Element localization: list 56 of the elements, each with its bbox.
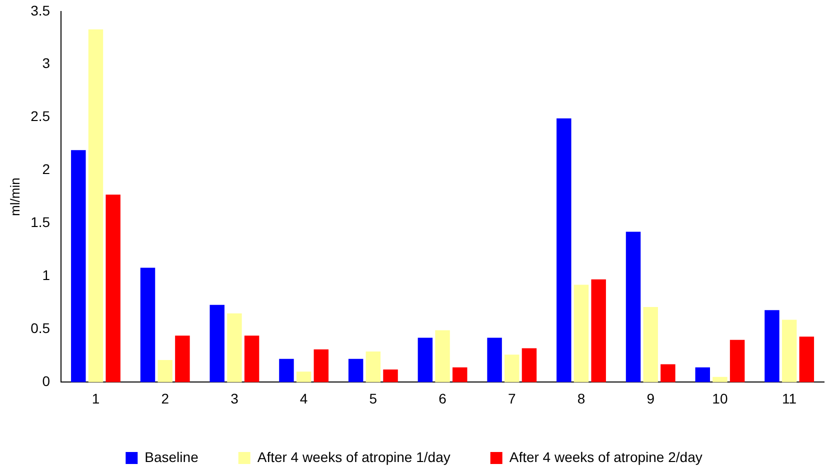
bar (660, 364, 676, 382)
x-tick-label: 2 (161, 390, 170, 406)
y-axis-title: ml/min (7, 178, 22, 216)
y-tick-label: 3 (42, 55, 50, 72)
bar (435, 330, 450, 382)
y-tick-label: 1.5 (30, 214, 50, 230)
y-tick-label: 2 (42, 161, 50, 178)
bar (591, 279, 606, 382)
bar (556, 118, 572, 382)
bar (71, 150, 86, 382)
x-tick-label: 3 (230, 390, 239, 406)
bar (366, 351, 381, 382)
bar (244, 336, 260, 382)
x-tick-label: 10 (712, 390, 728, 406)
x-tick-label: 1 (92, 390, 100, 406)
x-tick-label: 5 (369, 390, 378, 406)
bar (175, 336, 190, 382)
y-tick-label: 1 (42, 267, 50, 284)
bar (695, 367, 710, 382)
bar (210, 304, 224, 382)
legend-label: Baseline (144, 448, 199, 465)
bar (383, 369, 398, 382)
bar (227, 313, 242, 382)
legend-label: After 4 weeks of atropine 2/day (509, 448, 702, 465)
bar (452, 367, 468, 382)
y-tick-label: 2.5 (30, 108, 50, 124)
bar (88, 29, 104, 382)
x-tick-label: 7 (508, 390, 516, 406)
bar (764, 310, 780, 382)
bar (106, 194, 120, 382)
bar (504, 354, 520, 382)
y-tick-label: 3.5 (30, 2, 50, 18)
x-tick-label: 4 (300, 390, 308, 406)
x-tick-label: 9 (646, 390, 655, 406)
bar (730, 340, 745, 382)
bar (348, 358, 364, 382)
bar (522, 348, 537, 382)
bar (626, 232, 641, 382)
y-tick-label: 0 (42, 373, 50, 390)
x-tick-label: 8 (577, 390, 586, 406)
bar (279, 358, 294, 382)
y-tick-label: 0.5 (30, 320, 50, 336)
bar (487, 338, 502, 382)
bar (418, 338, 433, 382)
x-tick-label: 6 (438, 390, 447, 406)
bar (158, 360, 172, 382)
bar (712, 376, 728, 382)
legend-label: After 4 weeks of atropine 1/day (257, 448, 450, 465)
x-tick-label: 11 (782, 390, 797, 406)
bar (296, 372, 312, 382)
bar (643, 306, 658, 382)
bar (574, 284, 589, 382)
bar (314, 349, 329, 382)
bar (140, 268, 156, 382)
bar (799, 336, 814, 382)
bar (782, 320, 797, 382)
